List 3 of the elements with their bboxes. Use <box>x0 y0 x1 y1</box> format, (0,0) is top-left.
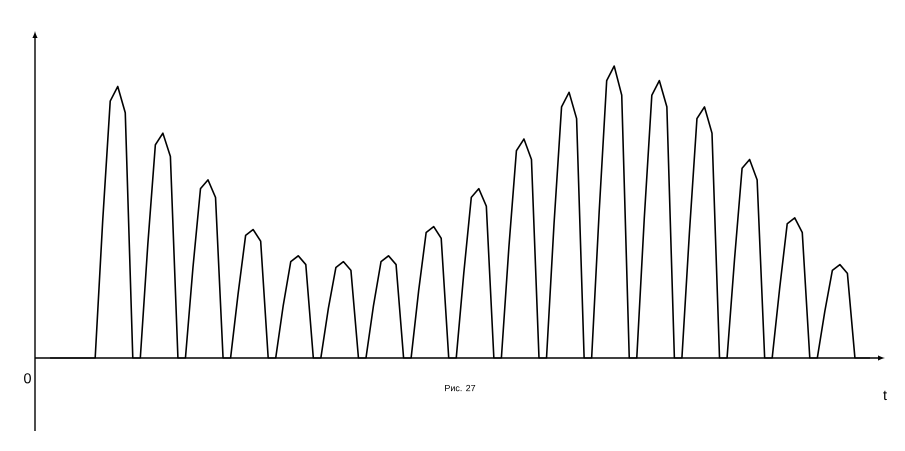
text: Рис. 27 <box>445 384 476 392</box>
x-axis-title: t <box>883 390 887 400</box>
text: 0 <box>24 373 31 384</box>
